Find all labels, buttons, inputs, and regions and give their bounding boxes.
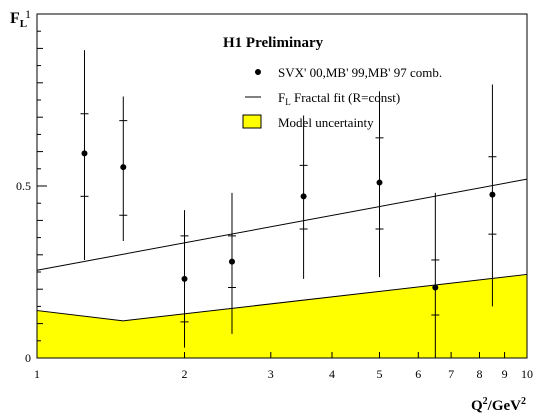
- chart-title: H1 Preliminary: [223, 35, 324, 51]
- x-axis-label-q: Q: [471, 398, 483, 414]
- x-tick-label: 5: [376, 367, 382, 381]
- data-points-layer: [80, 50, 497, 358]
- x-tick-label: 6: [415, 367, 421, 381]
- data-point-marker: [376, 179, 383, 186]
- x-tick-label: 2: [182, 367, 188, 381]
- x-tick-label: 10: [521, 367, 533, 381]
- y-tick-label: 1: [25, 7, 31, 21]
- x-axis-label-sup2: 2: [521, 396, 526, 407]
- y-axis-label: FL: [10, 10, 27, 30]
- fractal-fit-line: [36, 178, 528, 271]
- data-point-marker: [81, 150, 88, 157]
- data-point: [488, 84, 497, 307]
- legend-band-swatch: [242, 114, 262, 129]
- x-axis-label-sup1: 2: [483, 396, 488, 407]
- data-point-marker: [432, 284, 439, 291]
- data-point-marker: [228, 258, 235, 265]
- x-tick-label: 1: [34, 367, 40, 381]
- uncertainty-band: [36, 273, 528, 359]
- legend-band-label: Model uncertainty: [278, 115, 374, 130]
- legend-data-marker: [255, 69, 261, 75]
- x-tick-label: 4: [329, 367, 335, 381]
- data-point-marker: [300, 193, 307, 200]
- data-point-marker: [120, 164, 127, 171]
- legend-fit-label-main: F: [278, 90, 285, 105]
- data-point: [80, 50, 89, 260]
- x-axis-label: Q2/GeV2: [471, 396, 526, 414]
- x-tick-label: 8: [477, 367, 483, 381]
- x-tick-label: 7: [448, 367, 454, 381]
- data-point: [375, 91, 384, 278]
- y-tick-label: 0: [25, 351, 31, 365]
- data-point: [180, 210, 189, 348]
- x-tick-label: 3: [268, 367, 274, 381]
- fit-line-layer: [36, 178, 528, 271]
- data-point: [431, 192, 440, 358]
- data-point: [227, 192, 236, 334]
- data-point-marker: [489, 191, 496, 198]
- legend-fit-label-rest: Fractal fit (R=const): [291, 90, 401, 105]
- data-point: [119, 96, 128, 242]
- data-point-marker: [181, 275, 188, 282]
- x-axis-label-unit: /GeV: [487, 398, 521, 414]
- y-axis-label-main: F: [10, 10, 20, 27]
- legend-data-label: SVX' 00,MB' 99,MB' 97 comb.: [278, 65, 442, 80]
- uncertainty-band-layer: [36, 273, 528, 359]
- legend-fit-label: FL Fractal fit (R=const): [278, 90, 400, 107]
- data-point: [299, 115, 308, 279]
- legend: SVX' 00,MB' 99,MB' 97 comb. FL Fractal f…: [242, 65, 442, 130]
- legend-fit-label-sub: L: [285, 97, 291, 107]
- axis-ticks-layer: 1 2 3 4 5 6 7 8 9 10 0 0.5 1: [16, 7, 533, 381]
- y-axis-label-sub: L: [20, 18, 27, 30]
- y-tick-label: 0.5: [16, 179, 31, 193]
- x-tick-label: 9: [502, 367, 508, 381]
